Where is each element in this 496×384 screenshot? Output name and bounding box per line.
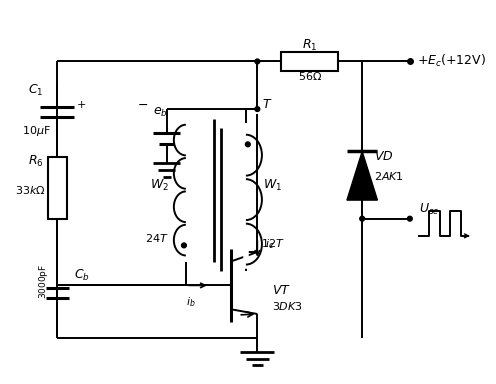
Text: $U_{sc}$: $U_{sc}$ — [420, 202, 440, 217]
Circle shape — [360, 216, 365, 221]
Text: $W_1$: $W_1$ — [263, 178, 282, 193]
Text: $12T$: $12T$ — [261, 237, 284, 248]
Text: $T$: $T$ — [262, 98, 273, 111]
Circle shape — [255, 107, 260, 111]
Text: $C_1$: $C_1$ — [28, 83, 44, 98]
Circle shape — [255, 59, 260, 64]
Text: $R_6$: $R_6$ — [28, 154, 44, 169]
Text: $+$: $+$ — [76, 99, 86, 110]
Text: $W_2$: $W_2$ — [150, 178, 169, 193]
Text: $i_c$: $i_c$ — [265, 238, 274, 251]
Bar — [48, 157, 67, 218]
Text: $33k\Omega$: $33k\Omega$ — [15, 184, 46, 196]
Text: $24T$: $24T$ — [145, 232, 169, 244]
Circle shape — [182, 243, 186, 248]
Text: $R_1$: $R_1$ — [302, 38, 317, 53]
Text: $3000\mathrm{pF}$: $3000\mathrm{pF}$ — [37, 264, 50, 299]
Circle shape — [407, 216, 412, 221]
Circle shape — [246, 142, 250, 147]
Text: $VD$: $VD$ — [373, 150, 393, 163]
Text: $i_b$: $i_b$ — [186, 296, 195, 310]
Text: $C_b$: $C_b$ — [74, 268, 90, 283]
Polygon shape — [347, 152, 377, 200]
Text: $+E_c(+12\mathrm{V})$: $+E_c(+12\mathrm{V})$ — [418, 53, 487, 70]
Text: $56\Omega$: $56\Omega$ — [298, 70, 322, 82]
Bar — [281, 52, 338, 71]
Text: $10\mu\mathrm{F}$: $10\mu\mathrm{F}$ — [22, 124, 51, 138]
Text: $-$: $-$ — [136, 98, 148, 111]
Text: $VT$: $VT$ — [272, 284, 291, 297]
Text: $2AK1$: $2AK1$ — [373, 170, 404, 182]
Text: $3DK3$: $3DK3$ — [272, 300, 302, 312]
Text: $e_b$: $e_b$ — [153, 106, 168, 119]
